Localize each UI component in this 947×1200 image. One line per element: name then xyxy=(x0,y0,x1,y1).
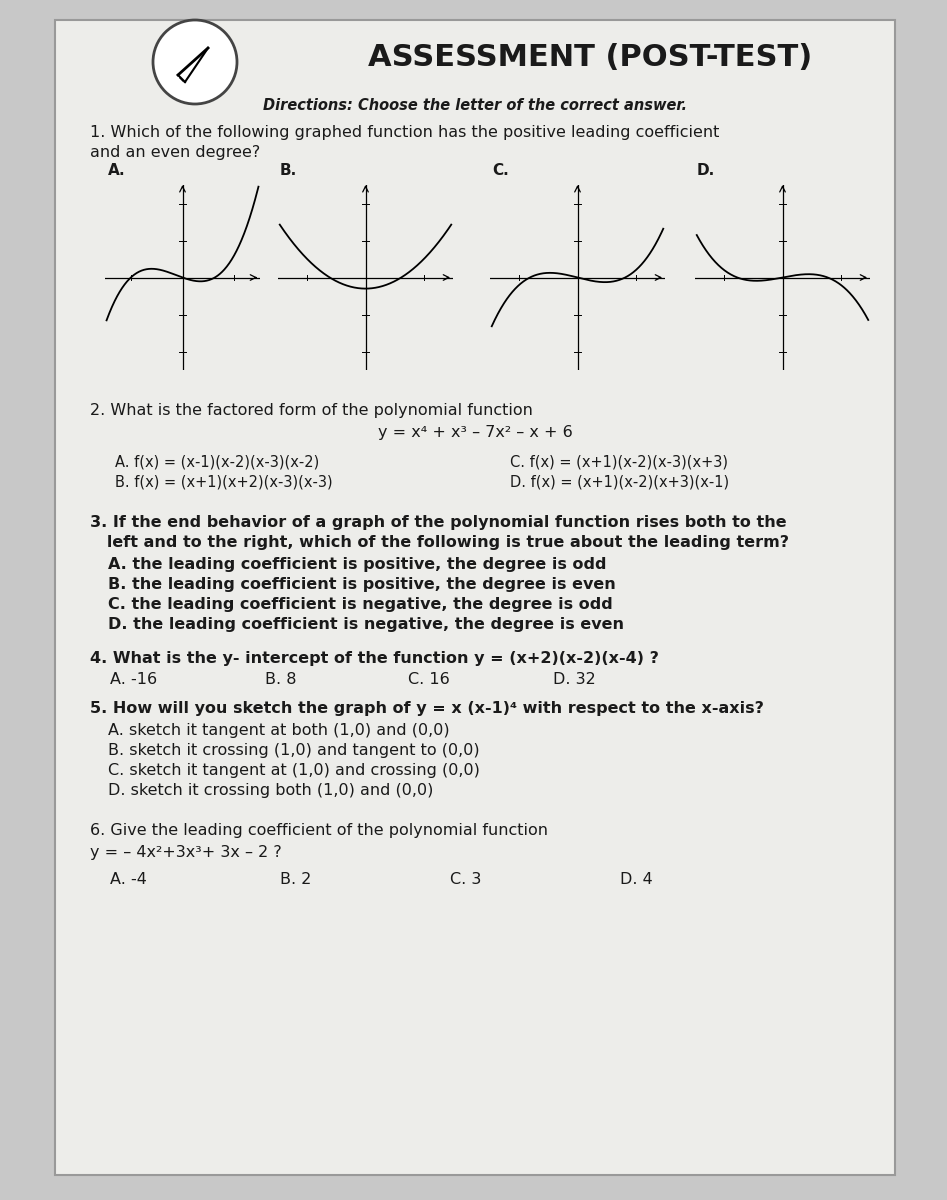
Text: B. 2: B. 2 xyxy=(280,872,312,888)
Text: y = – 4x²+3x³+ 3x – 2 ?: y = – 4x²+3x³+ 3x – 2 ? xyxy=(90,845,282,859)
Text: 2. What is the factored form of the polynomial function: 2. What is the factored form of the poly… xyxy=(90,402,533,418)
Text: C. 3: C. 3 xyxy=(450,872,481,888)
Text: D. 4: D. 4 xyxy=(620,872,652,888)
Text: D. 32: D. 32 xyxy=(553,672,596,688)
Text: C. the leading coefficient is negative, the degree is odd: C. the leading coefficient is negative, … xyxy=(108,596,613,612)
Text: C. 16: C. 16 xyxy=(408,672,450,688)
Text: B. the leading coefficient is positive, the degree is even: B. the leading coefficient is positive, … xyxy=(108,576,616,592)
Text: B.: B. xyxy=(280,163,297,178)
Text: B. f(x) = (x+1)(x+2)(x-3)(x-3): B. f(x) = (x+1)(x+2)(x-3)(x-3) xyxy=(115,474,332,490)
Text: y = x⁴ + x³ – 7x² – x + 6: y = x⁴ + x³ – 7x² – x + 6 xyxy=(378,425,572,439)
Text: Directions: Choose the letter of the correct answer.: Directions: Choose the letter of the cor… xyxy=(263,97,687,113)
Text: A. f(x) = (x-1)(x-2)(x-3)(x-2): A. f(x) = (x-1)(x-2)(x-3)(x-2) xyxy=(115,455,319,469)
Text: 4. What is the y- intercept of the function y = (x+2)(x-2)(x-4) ?: 4. What is the y- intercept of the funct… xyxy=(90,650,659,666)
Text: 5. How will you sketch the graph of y = x (x-1)⁴ with respect to the x-axis?: 5. How will you sketch the graph of y = … xyxy=(90,701,764,715)
Text: A. -16: A. -16 xyxy=(110,672,157,688)
Text: A. sketch it tangent at both (1,0) and (0,0): A. sketch it tangent at both (1,0) and (… xyxy=(108,722,450,738)
Text: A. the leading coefficient is positive, the degree is odd: A. the leading coefficient is positive, … xyxy=(108,557,606,571)
Text: D. sketch it crossing both (1,0) and (0,0): D. sketch it crossing both (1,0) and (0,… xyxy=(108,782,434,798)
Text: C. f(x) = (x+1)(x-2)(x-3)(x+3): C. f(x) = (x+1)(x-2)(x-3)(x+3) xyxy=(510,455,728,469)
Text: C.: C. xyxy=(492,163,509,178)
Text: left and to the right, which of the following is true about the leading term?: left and to the right, which of the foll… xyxy=(90,534,789,550)
Text: A.: A. xyxy=(108,163,126,178)
Text: and an even degree?: and an even degree? xyxy=(90,144,260,160)
Text: D. the leading coefficient is negative, the degree is even: D. the leading coefficient is negative, … xyxy=(108,617,624,631)
Text: A. -4: A. -4 xyxy=(110,872,147,888)
Text: 3. If the end behavior of a graph of the polynomial function rises both to the: 3. If the end behavior of a graph of the… xyxy=(90,515,787,529)
Text: D. f(x) = (x+1)(x-2)(x+3)(x-1): D. f(x) = (x+1)(x-2)(x+3)(x-1) xyxy=(510,474,729,490)
Text: D.: D. xyxy=(697,163,715,178)
Text: 6. Give the leading coefficient of the polynomial function: 6. Give the leading coefficient of the p… xyxy=(90,822,548,838)
Circle shape xyxy=(153,20,237,104)
FancyBboxPatch shape xyxy=(55,20,895,1175)
Text: B. 8: B. 8 xyxy=(265,672,296,688)
Text: B. sketch it crossing (1,0) and tangent to (0,0): B. sketch it crossing (1,0) and tangent … xyxy=(108,743,479,757)
Text: ASSESSMENT (POST-TEST): ASSESSMENT (POST-TEST) xyxy=(367,42,813,72)
Text: 1. Which of the following graphed function has the positive leading coefficient: 1. Which of the following graphed functi… xyxy=(90,125,720,139)
Text: C. sketch it tangent at (1,0) and crossing (0,0): C. sketch it tangent at (1,0) and crossi… xyxy=(108,762,480,778)
